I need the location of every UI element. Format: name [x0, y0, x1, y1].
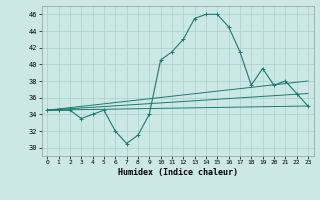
- X-axis label: Humidex (Indice chaleur): Humidex (Indice chaleur): [118, 168, 237, 177]
